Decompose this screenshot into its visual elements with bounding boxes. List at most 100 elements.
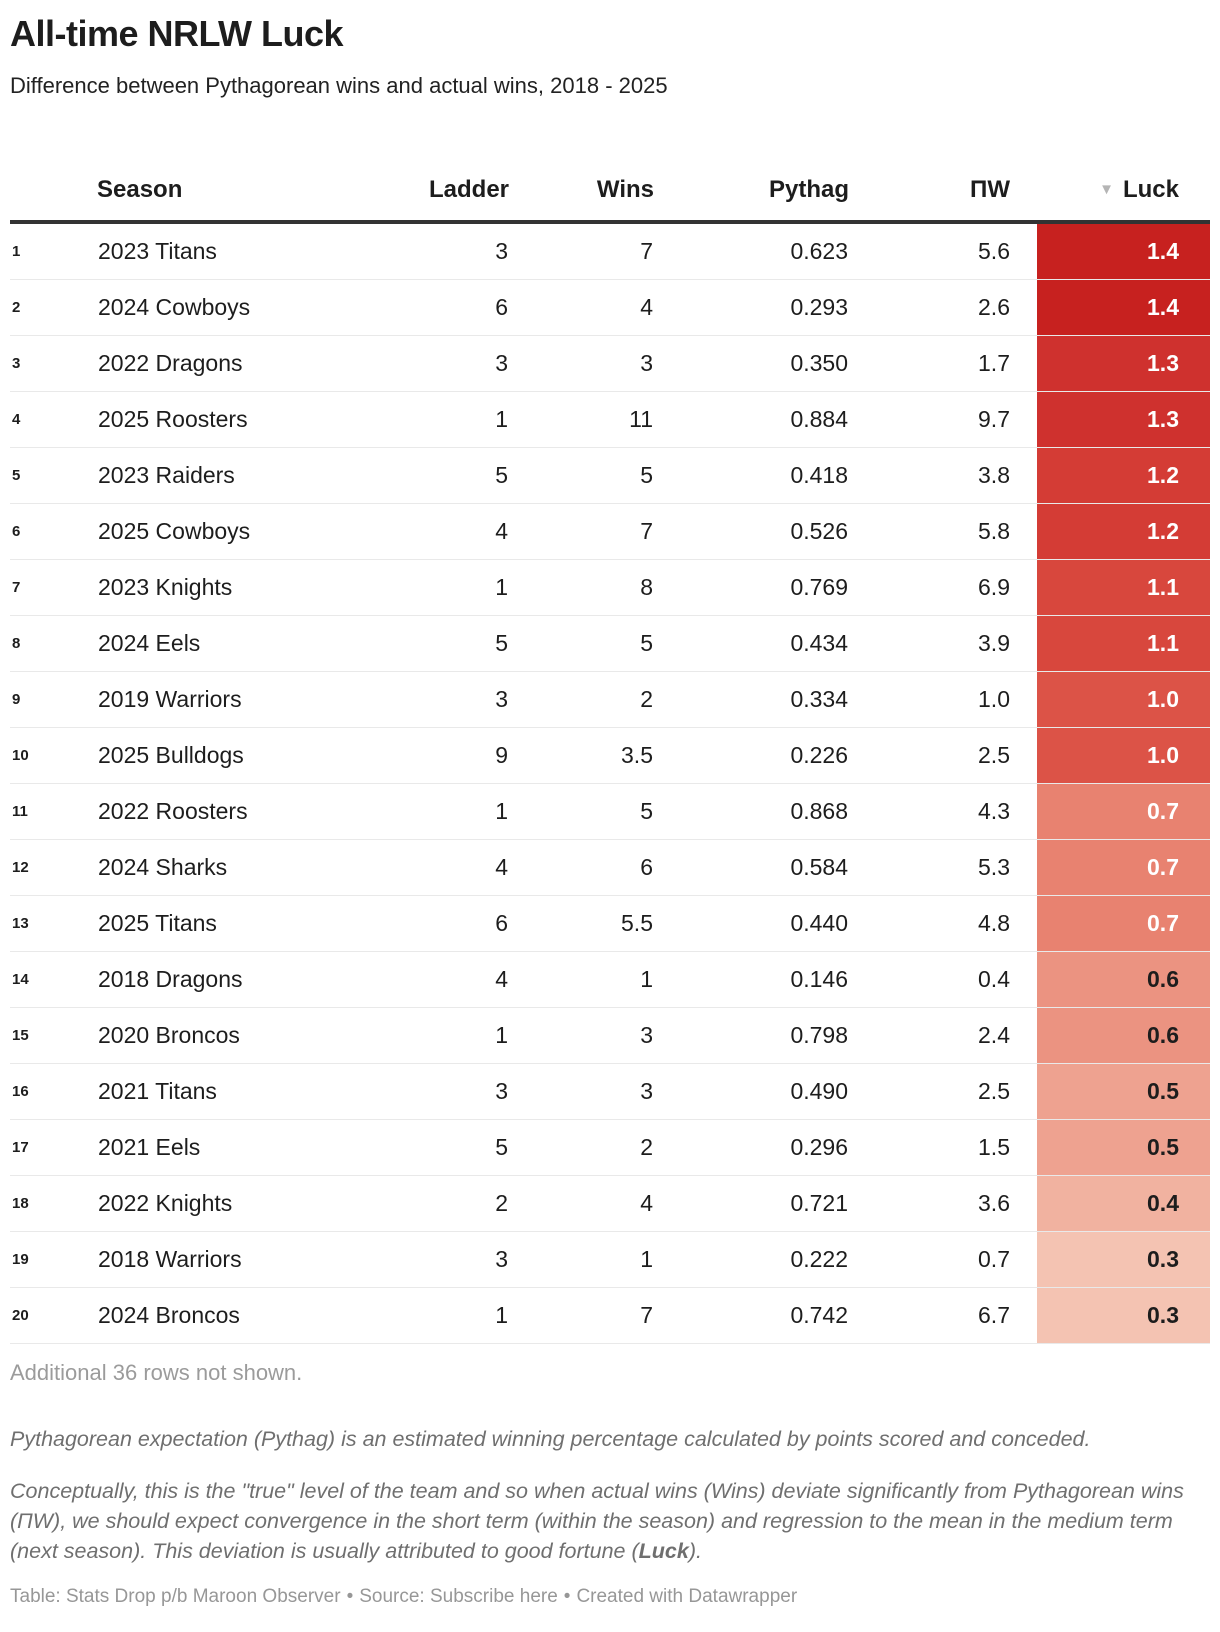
row-pythag: 0.434 (654, 615, 849, 672)
row-pythag: 0.623 (654, 222, 849, 280)
row-rank: 20 (10, 1287, 97, 1344)
column-header-pw[interactable]: ΠW (849, 136, 1037, 224)
column-header-ladder[interactable]: Ladder (391, 136, 509, 224)
row-luck-value: 1.0 (1037, 727, 1210, 784)
footnote-text: ). (688, 1539, 702, 1563)
row-ladder: 1 (391, 1287, 509, 1344)
more-rows-note: Additional 36 rows not shown. (10, 1360, 303, 1385)
source-link[interactable]: Subscribe here (429, 1586, 558, 1607)
row-rank: 10 (10, 727, 97, 784)
row-pythag: 0.146 (654, 951, 849, 1008)
column-header-label: Wins (596, 176, 654, 203)
row-ladder: 3 (391, 335, 509, 392)
row-pw: 6.7 (849, 1287, 1037, 1344)
column-header-pythag[interactable]: Pythag (654, 136, 849, 224)
table-row: 9 2019 Warriors 3 2 0.334 1.0 1.0 (10, 671, 1210, 728)
row-ladder: 2 (391, 1175, 509, 1232)
table-header-row: Season Ladder Wins Pythag ΠW ▼ Luck (10, 136, 1210, 224)
row-pythag: 0.293 (654, 279, 849, 336)
row-luck-value: 0.6 (1037, 1007, 1210, 1064)
row-pw: 4.3 (849, 783, 1037, 840)
table-row: 5 2023 Raiders 5 5 0.418 3.8 1.2 (10, 447, 1210, 504)
row-pw: 2.6 (849, 279, 1037, 336)
row-wins: 3 (509, 1007, 654, 1064)
table-row: 3 2022 Dragons 3 3 0.350 1.7 1.3 (10, 335, 1210, 392)
row-rank: 4 (10, 391, 97, 448)
page-title: All-time NRLW Luck (10, 13, 344, 54)
row-luck-value: 1.2 (1037, 447, 1210, 504)
row-ladder: 5 (391, 1119, 509, 1176)
column-header-rank (10, 136, 97, 224)
row-rank: 5 (10, 447, 97, 504)
table-row: 8 2024 Eels 5 5 0.434 3.9 1.1 (10, 615, 1210, 672)
row-ladder: 6 (391, 895, 509, 952)
column-header-wins[interactable]: Wins (509, 136, 654, 224)
sort-desc-icon: ▼ (1099, 181, 1114, 198)
row-wins: 3.5 (509, 727, 654, 784)
row-wins: 7 (509, 222, 654, 280)
row-rank: 15 (10, 1007, 97, 1064)
row-pw: 0.7 (849, 1231, 1037, 1288)
row-season: 2025 Cowboys (97, 503, 391, 560)
table-row: 4 2025 Roosters 1 11 0.884 9.7 1.3 (10, 391, 1210, 448)
table-row: 13 2025 Titans 6 5.5 0.440 4.8 0.7 (10, 895, 1210, 952)
row-pw: 1.5 (849, 1119, 1037, 1176)
row-luck-value: 1.2 (1037, 503, 1210, 560)
row-pw: 0.4 (849, 951, 1037, 1008)
column-header-label: Pythag (768, 176, 849, 203)
row-wins: 2 (509, 671, 654, 728)
caption-separator: • (346, 1586, 354, 1607)
row-season: 2018 Warriors (97, 1231, 391, 1288)
row-pythag: 0.418 (654, 447, 849, 504)
row-wins: 3 (509, 1063, 654, 1120)
row-ladder: 5 (391, 447, 509, 504)
column-header-label: ΠW (970, 176, 1010, 203)
row-rank: 9 (10, 671, 97, 728)
row-luck-value: 0.7 (1037, 783, 1210, 840)
row-pythag: 0.769 (654, 559, 849, 616)
row-luck-value: 0.4 (1037, 1175, 1210, 1232)
column-header-label: Ladder (428, 176, 509, 203)
row-pw: 5.6 (849, 222, 1037, 280)
datawrapper-credit-link[interactable]: Created with Datawrapper (576, 1586, 798, 1607)
row-rank: 13 (10, 895, 97, 952)
row-luck-value: 1.0 (1037, 671, 1210, 728)
caption-separator: • (563, 1586, 571, 1607)
row-ladder: 3 (391, 222, 509, 280)
row-pw: 2.5 (849, 1063, 1037, 1120)
row-season: 2025 Titans (97, 895, 391, 952)
table-row: 11 2022 Roosters 1 5 0.868 4.3 0.7 (10, 783, 1210, 840)
row-rank: 17 (10, 1119, 97, 1176)
row-pythag: 0.721 (654, 1175, 849, 1232)
column-header-season[interactable]: Season (97, 136, 391, 224)
row-wins: 5.5 (509, 895, 654, 952)
row-rank: 14 (10, 951, 97, 1008)
row-luck-value: 1.3 (1037, 391, 1210, 448)
row-wins: 6 (509, 839, 654, 896)
row-season: 2019 Warriors (97, 671, 391, 728)
footnote-luck-term: Luck (638, 1539, 689, 1563)
row-wins: 3 (509, 335, 654, 392)
row-rank: 1 (10, 222, 97, 280)
table-row: 2 2024 Cowboys 6 4 0.293 2.6 1.4 (10, 279, 1210, 336)
row-ladder: 1 (391, 559, 509, 616)
row-wins: 1 (509, 1231, 654, 1288)
row-pythag: 0.868 (654, 783, 849, 840)
table-row: 14 2018 Dragons 4 1 0.146 0.4 0.6 (10, 951, 1210, 1008)
row-season: 2022 Knights (97, 1175, 391, 1232)
column-header-luck[interactable]: ▼ Luck (1037, 136, 1210, 224)
row-season: 2018 Dragons (97, 951, 391, 1008)
row-rank: 2 (10, 279, 97, 336)
column-header-label: Season (97, 176, 183, 203)
row-season: 2023 Titans (97, 222, 391, 280)
row-pythag: 0.334 (654, 671, 849, 728)
row-pw: 4.8 (849, 895, 1037, 952)
byline-caption: Table: Stats Drop p/b Maroon Observer • So… (10, 1586, 1210, 1608)
table-credit-label: Table: (10, 1586, 66, 1607)
row-wins: 5 (509, 783, 654, 840)
row-pw: 3.8 (849, 447, 1037, 504)
table-row: 1 2023 Titans 3 7 0.623 5.6 1.4 (10, 222, 1210, 280)
row-season: 2024 Cowboys (97, 279, 391, 336)
row-pw: 2.5 (849, 727, 1037, 784)
source-label: Source: (359, 1586, 430, 1607)
